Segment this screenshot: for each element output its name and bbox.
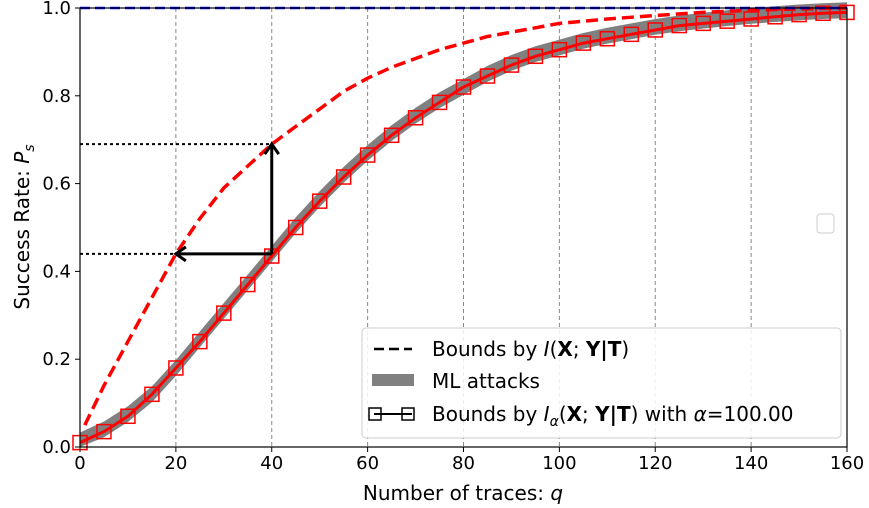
legend-swatch-bound-alpha-marker-right bbox=[401, 407, 415, 421]
y-tick-label: 1.0 bbox=[42, 0, 71, 19]
x-tick-label: 120 bbox=[638, 453, 672, 474]
series-ml-attacks-band bbox=[80, 2, 847, 448]
x-tick-label: 20 bbox=[164, 453, 187, 474]
series-bound-alpha-line bbox=[79, 10, 848, 444]
series-bound-alpha-marker bbox=[671, 17, 687, 34]
legend-label-bound-alpha: Bounds by Iα(X; Y|T) with α=100.00 bbox=[432, 402, 794, 430]
legend-label-ml-attacks: ML attacks bbox=[432, 369, 540, 393]
legend-frame bbox=[361, 327, 842, 439]
legend-swatch-bound-alpha-marker-left bbox=[368, 407, 382, 421]
series-bound-alpha-marker bbox=[623, 26, 640, 43]
y-tick-label: 0.0 bbox=[42, 437, 71, 458]
series-bound-mi-line bbox=[83, 6, 848, 426]
series-bound-alpha-marker bbox=[455, 79, 472, 95]
legend-label-bound-mi: Bounds by I(X; Y|T) bbox=[432, 337, 629, 361]
y-tick-label: 0.8 bbox=[42, 86, 71, 107]
series-bound-alpha-marker bbox=[359, 147, 376, 163]
y-axis-label-text: Success Rate: bbox=[10, 170, 34, 309]
series-bound-alpha-marker bbox=[192, 333, 208, 350]
annot-arrow-up-head bbox=[263, 141, 280, 155]
series-bound-alpha-marker bbox=[168, 360, 184, 376]
x-axis-label-var: q bbox=[550, 481, 563, 505]
x-tick-label: 140 bbox=[734, 453, 768, 474]
x-tick-label: 80 bbox=[452, 453, 475, 474]
series-bound-alpha-marker bbox=[527, 48, 544, 65]
series-bound-alpha-marker bbox=[599, 30, 616, 47]
series-bound-alpha-marker bbox=[647, 22, 663, 38]
x-tick-label: 60 bbox=[356, 453, 379, 474]
series-bound-alpha-marker bbox=[743, 11, 759, 27]
series-bound-alpha-marker bbox=[383, 127, 400, 144]
series-bound-alpha-marker bbox=[719, 13, 735, 29]
series-bound-alpha-marker bbox=[815, 5, 831, 22]
series-bound-alpha-marker bbox=[240, 276, 256, 293]
x-tick-label: 100 bbox=[542, 453, 576, 474]
axis-ticks: 0 20 40 60 80 100 120 140 160 0.0 0.2 0.4 0.6 0.8 1.0 bbox=[42, 0, 864, 474]
series-bound-alpha-marker bbox=[144, 386, 160, 403]
y-axis-label-var: P bbox=[10, 151, 34, 164]
series-bound-alpha-marker bbox=[120, 408, 136, 425]
annotations bbox=[80, 141, 280, 263]
series-bound-alpha-marker bbox=[216, 305, 232, 321]
legend: Bounds by I(X; Y|T) ML attacks Bounds by… bbox=[361, 327, 842, 439]
series-bound-alpha-marker bbox=[503, 57, 520, 73]
x-tick-label: 0 bbox=[74, 453, 85, 474]
annot-arrow-left-head bbox=[173, 245, 187, 263]
x-tick-label: 160 bbox=[830, 453, 864, 474]
x-axis-label: Number of traces: q bbox=[363, 481, 563, 505]
series-bound-alpha-marker bbox=[479, 68, 496, 84]
series-bound-alpha-marker bbox=[407, 110, 424, 126]
series-bound-alpha-marker bbox=[335, 169, 352, 185]
legend-swatch-ml-attacks bbox=[372, 374, 414, 386]
x-axis-label-text: Number of traces: bbox=[363, 481, 544, 505]
y-tick-label: 0.4 bbox=[42, 261, 71, 282]
series-bound-alpha-marker bbox=[695, 15, 711, 32]
y-tick-label: 0.2 bbox=[42, 349, 71, 370]
x-tick-label: 40 bbox=[260, 453, 283, 474]
series-bound-alpha-marker bbox=[431, 94, 448, 111]
series-bound-alpha-marker bbox=[551, 41, 568, 58]
series-bound-alpha-marker bbox=[575, 35, 592, 51]
empty-legend-box bbox=[816, 213, 835, 234]
y-axis-label: Success Rate: Ps bbox=[10, 144, 38, 309]
series-bound-alpha-marker bbox=[96, 423, 112, 440]
series-bound-alpha-marker bbox=[287, 219, 304, 236]
y-tick-label: 0.6 bbox=[42, 174, 71, 195]
series-bound-alpha-marker bbox=[311, 193, 328, 209]
y-axis-label-sub: s bbox=[22, 144, 38, 151]
